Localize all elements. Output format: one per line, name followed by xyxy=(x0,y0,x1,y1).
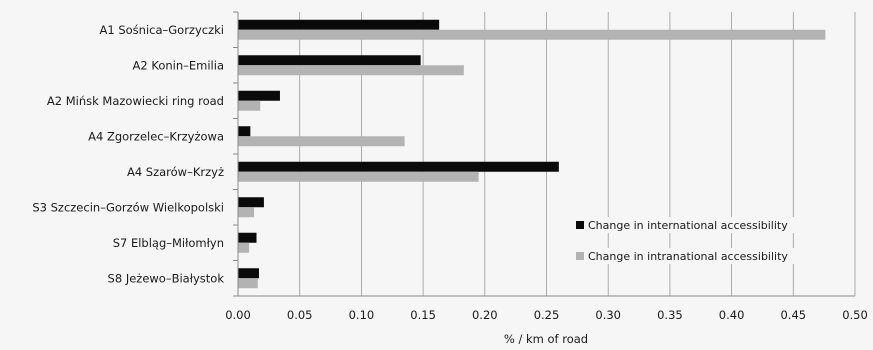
bar-series-1 xyxy=(238,268,259,279)
bar-series-1 xyxy=(238,232,257,243)
x-tick-label: 0.05 xyxy=(287,308,313,322)
bar-series-2 xyxy=(238,100,261,111)
legend-swatch xyxy=(576,252,584,260)
bar-series-2 xyxy=(238,278,258,289)
x-tick-label: 0.00 xyxy=(225,308,251,322)
legend-label: Change in intranational accessibility xyxy=(588,250,788,263)
x-tick-label: 0.25 xyxy=(534,308,560,322)
x-tick-label: 0.35 xyxy=(657,308,683,322)
category-label: S7 Elbląg–Miłomłyn xyxy=(113,236,224,250)
bar-series-1 xyxy=(238,19,440,30)
legend-background xyxy=(572,217,820,233)
x-tick-label: 0.30 xyxy=(595,308,621,322)
x-tick-label: 0.40 xyxy=(719,308,745,322)
x-tick-label: 0.50 xyxy=(842,308,868,322)
legend-background xyxy=(572,248,820,264)
axes: 0.00 0.05 0.10 0.15 0.20 0.25 0.30 0.35 0.40 0.45… xyxy=(32,11,868,322)
legend-swatch xyxy=(576,221,584,229)
bar-series-1 xyxy=(238,197,264,208)
category-label: A1 Sośnica–Gorzyczki xyxy=(99,23,224,37)
bar-series-2 xyxy=(238,29,826,40)
x-tick-label: 0.15 xyxy=(410,308,436,322)
bar-series-2 xyxy=(238,65,464,76)
x-tick-label: 0.20 xyxy=(472,308,498,322)
category-label: S3 Szczecin–Gorzów Wielkopolski xyxy=(32,200,224,214)
category-label: A4 Szarów–Krzyż xyxy=(127,165,224,179)
x-tick-label: 0.45 xyxy=(780,308,806,322)
bars xyxy=(238,19,826,289)
x-tick-label: 0.10 xyxy=(349,308,375,322)
category-label: A2 Mińsk Mazowiecki ring road xyxy=(47,94,224,108)
bar-series-1 xyxy=(238,90,280,101)
x-axis-title: % / km of road xyxy=(504,332,588,346)
category-label: A4 Zgorzelec–Krzyżowa xyxy=(88,129,224,143)
bar-series-2 xyxy=(238,136,405,147)
legend-label: Change in international accessibility xyxy=(588,219,788,232)
bar-series-1 xyxy=(238,55,421,66)
category-label: A2 Konin–Emilia xyxy=(133,58,224,72)
legend: Change in international accessibility Cha… xyxy=(572,217,820,264)
bar-series-1 xyxy=(238,126,251,137)
category-label: S8 Jeżewo–Białystok xyxy=(108,271,225,285)
bar-series-2 xyxy=(238,171,479,182)
bar-series-1 xyxy=(238,161,559,172)
bar-series-2 xyxy=(238,242,250,253)
bar-series-2 xyxy=(238,207,255,218)
